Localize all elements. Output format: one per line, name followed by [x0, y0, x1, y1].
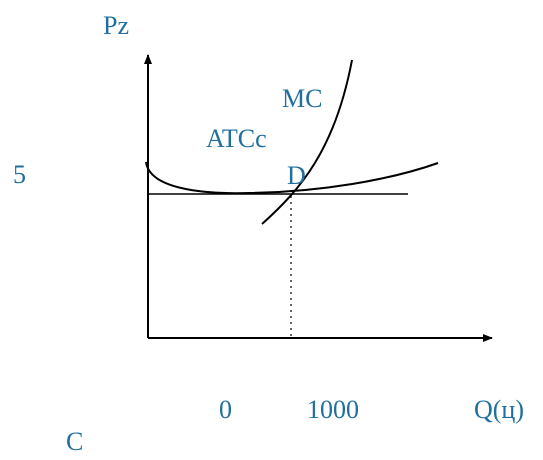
origin-label: 0 [219, 395, 232, 424]
bottom-c-label: C [66, 427, 83, 456]
mc-curve [261, 59, 353, 225]
quantity-label: 1000 [307, 395, 359, 424]
point-d-label: D [287, 161, 306, 190]
atc-curve-label: ATCс [206, 124, 267, 153]
atc-curve [145, 161, 439, 195]
x-axis-label: Q(ц) [474, 395, 524, 424]
y-axis-label: Pz [103, 11, 129, 40]
mc-curve-label: MC [282, 84, 322, 113]
price-level-label: 5 [13, 160, 26, 189]
